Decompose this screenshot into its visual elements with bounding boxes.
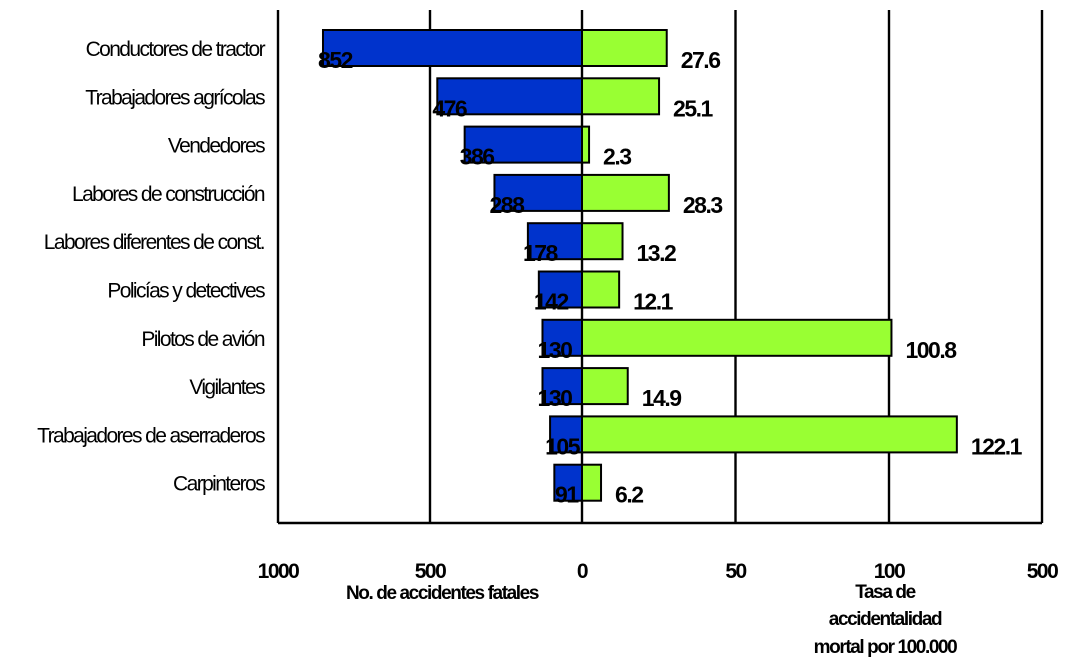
value-labels: 852 27.6 476 25.1 386 2.3 288 28.3 178 13.2 142 12.… bbox=[318, 47, 1024, 508]
value-label-fatalities: 130 bbox=[538, 337, 573, 363]
right-tick-1: 50 bbox=[725, 560, 746, 583]
bar-rate bbox=[581, 463, 603, 502]
bar-fatalities bbox=[553, 463, 583, 502]
left-axis-title: No. de accidentes fatales bbox=[346, 583, 539, 604]
bars bbox=[321, 29, 958, 502]
left-tick-1: 500 bbox=[415, 560, 446, 583]
value-label-rate: 13.2 bbox=[637, 240, 676, 266]
bar-rate bbox=[581, 77, 661, 116]
tick-labels: 1000 500 0 50 100 500 bbox=[258, 560, 1060, 583]
right-axis-title-line-3: mortal por 100.000 bbox=[814, 637, 958, 658]
bar-fatalities bbox=[549, 415, 584, 454]
bar-rate bbox=[581, 173, 670, 212]
value-label-fatalities: 105 bbox=[545, 433, 581, 459]
bar-fatalities bbox=[526, 222, 583, 261]
bar-fatalities bbox=[321, 29, 583, 67]
category-label: Conductores de tractor bbox=[86, 38, 266, 61]
value-label-fatalities: 288 bbox=[490, 192, 526, 218]
value-label-rate: 6.2 bbox=[615, 482, 643, 508]
category-label: Carpinteros bbox=[173, 473, 265, 496]
category-label: Trabajadores agrícolas bbox=[85, 86, 265, 109]
category-label: Vendedores bbox=[168, 135, 265, 158]
bar-fatalities bbox=[537, 270, 583, 309]
value-label-fatalities: 142 bbox=[534, 289, 569, 315]
right-axis-title-line-1: Tasa de bbox=[855, 582, 915, 603]
value-label-rate: 27.6 bbox=[681, 47, 720, 73]
right-tick-3: 500 bbox=[1027, 560, 1058, 583]
category-label: Labores diferentes de const. bbox=[44, 231, 264, 254]
value-label-fatalities: 386 bbox=[460, 144, 495, 170]
bar-fatalities bbox=[541, 367, 583, 406]
value-label-rate: 2.3 bbox=[603, 144, 631, 170]
value-label-rate: 12.1 bbox=[633, 289, 673, 315]
axis-titles: No. de accidentes fatales Tasa de accide… bbox=[346, 582, 959, 658]
left-tick-2: 0 bbox=[577, 560, 588, 583]
left-tick-0: 1000 bbox=[258, 560, 300, 583]
value-label-rate: 100.8 bbox=[905, 337, 957, 363]
bar-rate bbox=[581, 29, 668, 67]
category-labels: Conductores de tractor Trabajadores agríc… bbox=[37, 38, 267, 496]
value-label-fatalities: 91 bbox=[555, 482, 579, 508]
bar-rate bbox=[581, 125, 591, 164]
value-label-fatalities: 130 bbox=[538, 385, 573, 411]
category-label: Vigilantes bbox=[189, 376, 265, 399]
value-label-fatalities: 178 bbox=[523, 240, 559, 266]
right-tick-2: 100 bbox=[874, 560, 905, 583]
value-label-rate: 25.1 bbox=[673, 95, 713, 121]
value-label-fatalities: 476 bbox=[432, 95, 467, 121]
bar-fatalities bbox=[493, 173, 583, 212]
bar-rate bbox=[581, 222, 624, 261]
value-label-rate: 122.1 bbox=[971, 433, 1023, 459]
bar-rate bbox=[581, 367, 629, 406]
bar-fatalities bbox=[463, 125, 584, 164]
value-label-rate: 14.9 bbox=[642, 385, 681, 411]
right-axis-title-line-2: accidentalidad bbox=[829, 609, 942, 630]
bar-rate bbox=[581, 270, 621, 309]
value-label-rate: 28.3 bbox=[683, 192, 722, 218]
bar-fatalities bbox=[541, 318, 583, 357]
category-label: Policías y detectives bbox=[107, 280, 265, 303]
category-label: Labores de construcción bbox=[72, 183, 265, 206]
value-label-fatalities: 852 bbox=[318, 47, 353, 73]
bar-rate bbox=[581, 415, 958, 454]
category-label: Pilotos de avión bbox=[141, 328, 265, 351]
bar-rate bbox=[581, 318, 893, 357]
category-label: Trabajadores de aserraderos bbox=[37, 424, 265, 447]
